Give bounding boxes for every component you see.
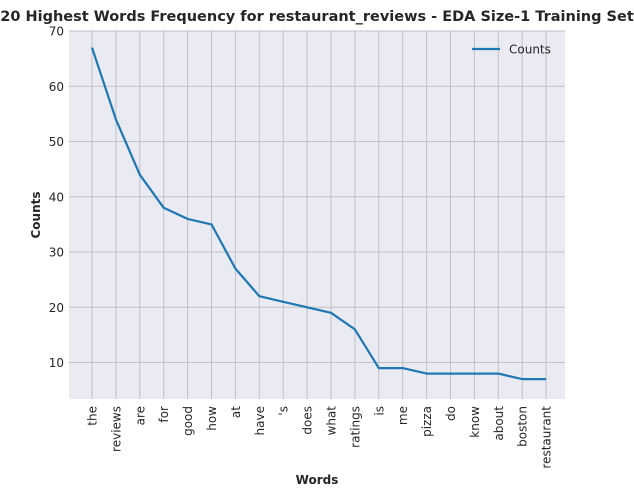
- x-tick-label: is: [372, 406, 386, 416]
- y-tick-label: 10: [49, 356, 64, 370]
- x-tick-label: the: [86, 406, 100, 426]
- y-tick-label: 30: [49, 246, 64, 260]
- x-tick-label: boston: [516, 406, 530, 447]
- x-tick-label: restaurant: [540, 406, 554, 469]
- legend-label-counts: Counts: [509, 43, 551, 57]
- x-tick-label: at: [229, 406, 243, 418]
- y-tick-label: 70: [49, 25, 64, 39]
- x-tick-label: pizza: [420, 406, 434, 437]
- x-tick-label: me: [396, 406, 410, 425]
- x-tick-label: for: [157, 406, 171, 423]
- y-axis-label: Counts: [29, 191, 43, 238]
- x-tick-label: are: [133, 406, 147, 425]
- grid-lines: [69, 30, 565, 399]
- x-axis-ticks: the reviews are for good how at have's does what r…: [86, 406, 554, 469]
- series-line-counts: [90, 47, 547, 381]
- x-tick-label: 's: [277, 406, 291, 416]
- x-tick-label: good: [181, 406, 195, 436]
- x-tick-label: what: [325, 406, 339, 436]
- y-tick-label: 50: [49, 135, 64, 149]
- x-tick-label: about: [492, 406, 506, 441]
- chart-title: 20 Highest Words Frequency for restauran…: [0, 9, 634, 25]
- x-tick-label: do: [444, 406, 458, 421]
- y-tick-label: 20: [49, 301, 64, 315]
- y-tick-label: 60: [49, 80, 64, 94]
- x-tick-label: how: [205, 406, 219, 431]
- x-tick-label: ratings: [348, 406, 362, 448]
- plot-area: [69, 31, 565, 399]
- x-tick-label: have: [253, 406, 267, 435]
- x-axis-label: Words: [296, 473, 339, 487]
- x-tick-label: reviews: [109, 406, 123, 452]
- y-axis-ticks: 10 20 30 40 50 60 70: [49, 25, 64, 371]
- x-tick-label: does: [301, 406, 315, 435]
- x-tick-label: know: [468, 406, 482, 438]
- legend: Counts: [472, 43, 551, 57]
- y-tick-label: 40: [49, 190, 64, 204]
